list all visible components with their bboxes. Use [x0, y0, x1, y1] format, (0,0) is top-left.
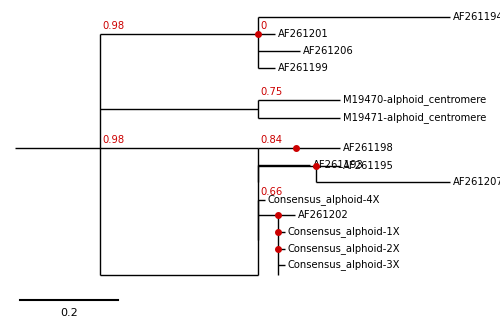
Text: AF261202: AF261202 [298, 210, 349, 220]
Text: AF261207: AF261207 [453, 177, 500, 187]
Text: 0.84: 0.84 [260, 135, 282, 145]
Text: Consensus_alphoid-2X: Consensus_alphoid-2X [288, 244, 401, 254]
Text: 0.2: 0.2 [60, 308, 78, 318]
Text: M19471-alphoid_centromere: M19471-alphoid_centromere [343, 113, 486, 124]
Text: AF261199: AF261199 [278, 63, 329, 73]
Text: AF261194: AF261194 [453, 12, 500, 22]
Text: 0.66: 0.66 [260, 187, 282, 197]
Text: 0: 0 [260, 21, 266, 31]
Text: Consensus_alphoid-3X: Consensus_alphoid-3X [288, 260, 401, 271]
Text: AF261195: AF261195 [343, 161, 394, 171]
Text: AF261206: AF261206 [303, 46, 354, 56]
Text: AF261193: AF261193 [313, 160, 364, 170]
Text: M19470-alphoid_centromere: M19470-alphoid_centromere [343, 95, 486, 106]
Text: AF261198: AF261198 [343, 143, 394, 153]
Text: Consensus_alphoid-4X: Consensus_alphoid-4X [268, 195, 380, 206]
Text: 0.75: 0.75 [260, 87, 282, 97]
Text: AF261201: AF261201 [278, 29, 329, 39]
Text: Consensus_alphoid-1X: Consensus_alphoid-1X [288, 226, 401, 237]
Text: 0.98: 0.98 [102, 135, 124, 145]
Text: 0.98: 0.98 [102, 21, 124, 31]
